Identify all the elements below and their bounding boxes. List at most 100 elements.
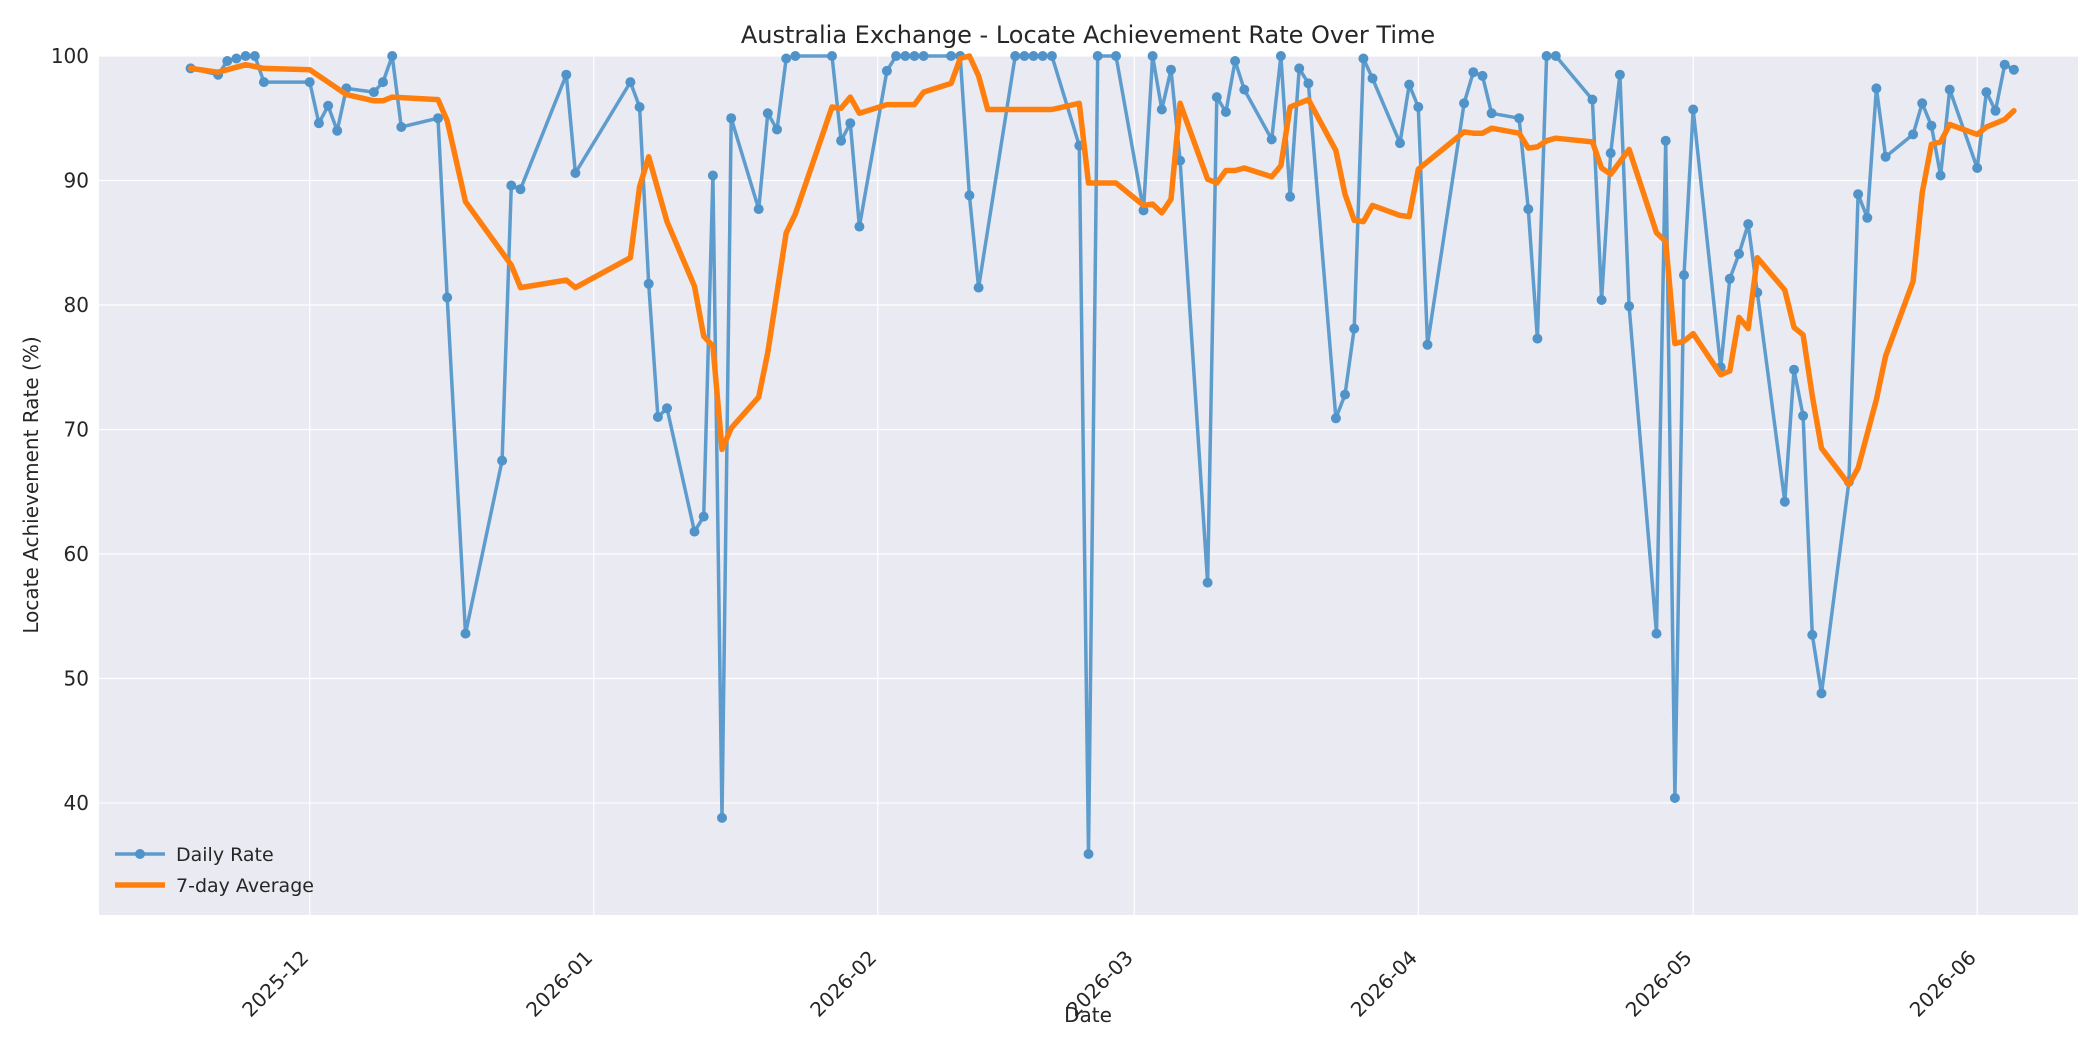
data-point [387,51,398,61]
data-point [1230,56,1241,66]
data-point [1743,219,1754,230]
data-point [1028,51,1039,61]
data-point [1275,51,1286,61]
data-point [222,56,233,66]
data-point [1614,69,1625,80]
series-layer [185,51,2019,859]
data-point [918,51,929,61]
y-tick-label: 70 [64,417,89,441]
data-point [1367,73,1378,84]
data-point [726,113,737,124]
data-point [1019,51,1030,61]
data-point [652,412,663,422]
data-point [1926,120,1937,131]
data-point [1147,51,1158,61]
data-point [460,628,471,639]
data-point [1679,270,1689,281]
data-point [891,51,902,61]
data-point [1083,849,1094,859]
data-point [323,100,334,111]
grid-lines [99,55,2078,915]
legend-daily-rate-label: Daily Rate [176,844,274,866]
data-point [258,77,269,88]
data-point [1303,78,1314,89]
data-point [827,51,837,61]
data-point [625,77,636,88]
data-point [881,65,892,76]
data-point [1037,51,1048,61]
data-point [313,118,324,129]
data-point [1468,67,1479,78]
data-point [1202,577,1213,588]
data-point [1999,59,2010,70]
data-point [1220,107,1231,117]
data-point [378,77,388,88]
data-point [497,455,508,466]
data-point [1798,410,1809,421]
data-point [781,53,792,64]
y-tick-label: 50 [64,666,89,690]
data-point [1660,135,1671,146]
data-point [1779,496,1790,507]
y-tick-label: 100 [51,44,89,68]
data-point [1981,87,1992,98]
y-tick-label: 40 [64,791,89,815]
data-point [1816,688,1827,699]
data-point [1294,63,1305,74]
data-point [1010,51,1021,61]
data-point [973,282,984,293]
y-tick-label: 90 [64,168,89,192]
data-point [1596,295,1607,305]
data-point [1422,339,1433,350]
y-axis-label: Locate Achievement Rate (%) [19,336,43,633]
data-point [1972,163,1983,173]
data-point [304,77,315,88]
y-tick-label: 60 [64,542,89,566]
series-line-7-day-average [187,53,2017,488]
data-point [1523,204,1534,215]
data-point [332,125,343,136]
data-point [396,122,407,132]
data-point [854,221,865,232]
legend: Daily Rate 7-day Average [115,844,314,897]
data-point [1514,113,1525,124]
data-point [515,184,526,195]
data-point [1862,212,1873,223]
data-point [689,526,700,537]
data-point [570,168,581,178]
data-point [662,403,672,414]
data-point [836,135,847,146]
data-point [1541,51,1552,61]
data-point [1395,138,1405,149]
data-point [1486,108,1497,119]
data-point [1330,413,1341,424]
data-point [1358,53,1369,64]
data-point [1266,134,1277,145]
data-point [900,51,911,61]
data-point [717,812,727,823]
data-point [946,51,957,61]
series-7-day-average [187,53,2017,488]
data-point [433,113,443,124]
data-point [790,51,801,61]
data-point [1944,84,1955,95]
data-point [506,180,517,191]
data-point [442,292,453,303]
data-point [2008,64,2019,75]
x-axis-label: Date [1064,1003,1112,1027]
data-point [1789,364,1799,375]
data-point [1239,84,1250,95]
data-point [1211,92,1222,103]
data-point [1724,273,1735,284]
data-point [1092,51,1103,61]
data-point [1734,248,1744,259]
data-point [1156,104,1167,115]
data-point [1046,51,1057,61]
data-point [1550,51,1561,61]
data-point [772,124,782,135]
data-point [368,87,379,98]
data-point [1935,170,1946,181]
data-point [1669,793,1680,803]
data-point [1853,189,1864,200]
